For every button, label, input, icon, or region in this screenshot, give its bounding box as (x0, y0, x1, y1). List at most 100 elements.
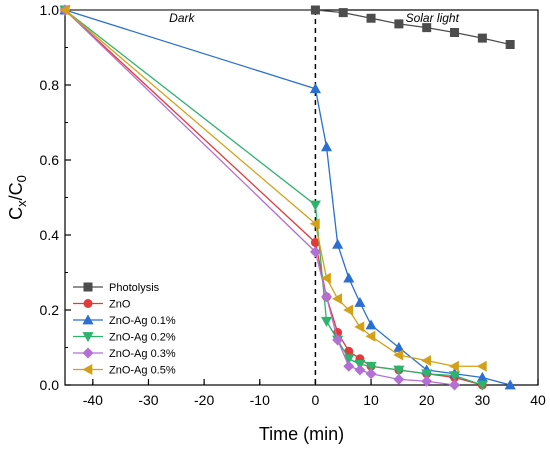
data-point (477, 33, 487, 43)
legend-marker (83, 282, 93, 292)
data-point (504, 379, 516, 390)
legend-marker (82, 332, 94, 343)
legend-entry: ZnO-Ag 0.1% (73, 314, 176, 327)
x-axis-title: Time (min) (259, 424, 344, 444)
x-tick-label: 0 (312, 392, 320, 408)
y-axis-title-sub-x: x (14, 200, 29, 207)
x-tick-label: 20 (419, 392, 435, 408)
series-line (64, 9, 455, 386)
x-tick-label: -40 (83, 392, 103, 408)
y-axis-title-c: C (6, 207, 26, 220)
data-point (365, 368, 377, 380)
x-tick-labels: -40 -30 -20 -10 0 10 20 30 40 (83, 392, 546, 408)
data-point (505, 39, 515, 49)
data-point (343, 360, 355, 372)
data-point (393, 365, 405, 376)
data-point (393, 349, 404, 361)
y-axis-title-c0: /C (6, 182, 26, 200)
data-point (343, 304, 354, 316)
data-point (354, 321, 365, 333)
data-point (448, 360, 459, 372)
x-tick-label: 30 (475, 392, 491, 408)
y-tick-label: 0.6 (40, 152, 60, 168)
data-point (422, 23, 432, 33)
data-point (421, 369, 433, 380)
x-tick-label: -20 (194, 392, 214, 408)
y-tick-label: 0.8 (40, 77, 60, 93)
legend-label: ZnO-Ag 0.2% (109, 332, 176, 344)
legend-label: ZnO-Ag 0.1% (109, 315, 176, 327)
legend-entry: ZnO-Ag 0.5% (73, 363, 176, 377)
data-point (421, 375, 433, 387)
data-point (309, 246, 321, 258)
data-point (393, 341, 405, 352)
legend-label: Photolysis (109, 282, 160, 294)
legend-label: ZnO-Ag 0.3% (109, 348, 176, 360)
region-label: Solar light (406, 11, 460, 25)
data-point (365, 361, 377, 372)
y-axis-title-sub-0: 0 (14, 175, 29, 182)
data-point (309, 200, 321, 211)
series-line (64, 9, 511, 386)
data-point (321, 291, 333, 303)
data-point (309, 218, 320, 230)
data-point (320, 141, 333, 152)
data-point (365, 330, 376, 342)
data-point (320, 316, 333, 327)
tick-marks (65, 9, 539, 386)
y-tick-label: 0.2 (40, 302, 60, 318)
x-tick-label: -30 (138, 392, 158, 408)
x-tick-label: 10 (363, 392, 379, 408)
x-tick-label: 40 (530, 392, 546, 408)
plot-area (64, 9, 539, 386)
x-tick-label: -10 (250, 392, 270, 408)
legend-marker (83, 298, 93, 308)
data-point (354, 296, 366, 307)
y-axis-title: Cx/C0 (6, 175, 29, 220)
data-point (332, 334, 344, 346)
legend-label: ZnO-Ag 0.5% (109, 365, 176, 377)
legend-marker (82, 314, 94, 325)
legend: Photolysis ZnO ZnO-Ag 0.1% ZnO-Ag 0.2% ZnO-A… (73, 282, 176, 377)
data-point (309, 83, 321, 94)
y-tick-label: 0.0 (40, 377, 60, 393)
data-point (310, 5, 320, 15)
series-zno-ag-0-3- (59, 4, 460, 391)
series-line (64, 9, 483, 367)
data-point (448, 371, 461, 382)
series-lines (59, 4, 516, 391)
plot-frame (64, 9, 539, 386)
data-point (476, 380, 488, 391)
data-point (338, 8, 348, 18)
legend-marker (82, 347, 94, 359)
data-point (320, 272, 331, 284)
y-tick-label: 0.4 (40, 227, 60, 243)
legend-label: ZnO (109, 299, 131, 311)
y-tick-label: 1.0 (40, 2, 60, 18)
data-point (332, 293, 343, 305)
data-point (343, 272, 355, 283)
data-point (354, 364, 366, 376)
series-line (64, 9, 483, 386)
legend-entry: ZnO (73, 299, 131, 311)
legend-entry: Photolysis (73, 282, 160, 294)
data-point (393, 373, 405, 385)
data-point (332, 238, 344, 249)
series-zno-ag-0-5- (59, 4, 487, 372)
data-point (366, 13, 376, 23)
data-point (421, 355, 432, 367)
data-point (450, 27, 460, 37)
data-point (476, 360, 487, 372)
series-line (64, 9, 483, 386)
region-labels: Dark Solar light (169, 11, 459, 25)
data-point (394, 19, 404, 29)
legend-marker (82, 363, 93, 376)
y-tick-labels: 0.0 0.2 0.4 0.6 0.8 1.0 (40, 2, 60, 393)
legend-entry: ZnO-Ag 0.2% (73, 332, 176, 344)
data-point (59, 4, 70, 16)
data-point (449, 379, 460, 391)
region-label: Dark (169, 11, 195, 25)
data-point (365, 319, 377, 330)
legend-entry: ZnO-Ag 0.3% (73, 347, 176, 360)
